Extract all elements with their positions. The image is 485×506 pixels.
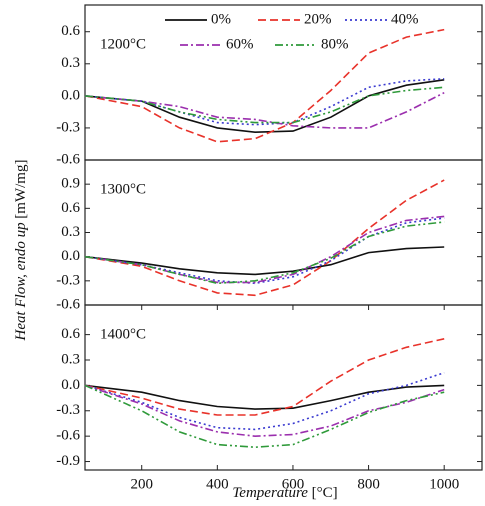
y-tick-label: 0.0 xyxy=(61,87,80,103)
y-tick-label: -0.9 xyxy=(56,453,80,469)
y-axis-label-text: Heat Flow, endo up xyxy=(13,222,29,342)
y-tick-label: 0.6 xyxy=(61,23,80,39)
y-tick-label: 0.3 xyxy=(61,224,80,240)
series-line xyxy=(84,384,445,438)
panel-label: 1400°C xyxy=(100,326,146,342)
x-axis-label-unit: [°C] xyxy=(312,485,338,501)
y-tick-label: 0.6 xyxy=(61,326,80,342)
x-tick-label: 200 xyxy=(130,476,153,492)
x-tick-label: 400 xyxy=(206,476,229,492)
y-tick-label: -0.3 xyxy=(56,402,80,418)
y-tick-label: -0.6 xyxy=(56,428,80,444)
y-tick-label: 0.0 xyxy=(61,377,80,393)
series-line xyxy=(84,79,445,134)
series-line xyxy=(84,78,445,126)
y-tick-label: -0.6 xyxy=(56,296,80,312)
series-line xyxy=(84,215,445,284)
series-line xyxy=(84,86,445,124)
y-tick-label: 0.3 xyxy=(61,55,80,71)
y-tick-label: 0.0 xyxy=(61,248,80,264)
plot-frame xyxy=(84,304,483,471)
y-axis-label: Heat Flow, endo up [mW/mg] xyxy=(13,160,29,342)
legend-label: 40% xyxy=(391,11,419,27)
x-tick-label: 600 xyxy=(282,476,305,492)
legend-label: 60% xyxy=(226,36,254,52)
series-line xyxy=(84,179,445,297)
y-tick-label: -0.6 xyxy=(56,151,80,167)
panel-label: 1200°C xyxy=(100,36,146,52)
series-line xyxy=(84,338,445,416)
y-tick-label: 0.9 xyxy=(61,176,80,192)
series-line xyxy=(84,91,445,129)
y-tick-label: -0.3 xyxy=(56,272,80,288)
legend-label: 80% xyxy=(321,36,349,52)
series-line xyxy=(84,371,445,431)
y-tick-label: 0.3 xyxy=(61,351,80,367)
series-line xyxy=(84,221,445,285)
y-tick-label: 0.6 xyxy=(61,200,80,216)
x-axis-label: Temperature [°C] xyxy=(232,485,337,501)
series-line xyxy=(84,384,445,449)
x-tick-label: 800 xyxy=(357,476,380,492)
panel-label: 1300°C xyxy=(100,181,146,197)
legend-label: 20% xyxy=(304,11,332,27)
x-tick-label: 1000 xyxy=(429,476,459,492)
series-line xyxy=(84,28,445,143)
series-line xyxy=(84,246,445,276)
legend-label: 0% xyxy=(211,11,231,27)
y-axis-label-unit: [mW/mg] xyxy=(13,160,29,219)
x-axis-label-text: Temperature xyxy=(232,485,308,501)
y-tick-label: -0.3 xyxy=(56,119,80,135)
